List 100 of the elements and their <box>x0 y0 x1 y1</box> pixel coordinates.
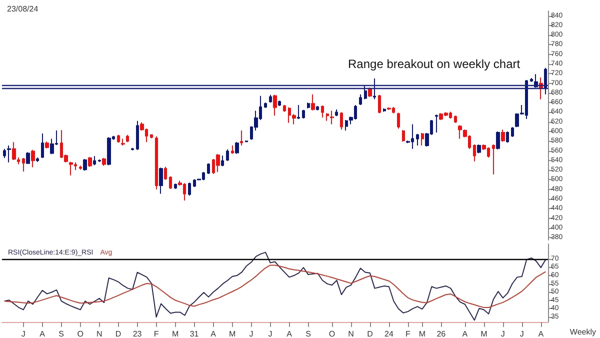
candlestick <box>136 120 139 150</box>
candlestick <box>41 132 44 159</box>
candlestick <box>416 133 419 146</box>
candlestick <box>174 183 177 190</box>
candlestick <box>544 67 547 95</box>
x-tick-label: A <box>286 330 293 338</box>
chart-title: 23/08/24 <box>7 4 39 14</box>
x-tick-label: F <box>154 330 159 338</box>
candlestick <box>402 130 405 142</box>
x-tick-label: J <box>21 330 26 338</box>
candlestick <box>530 78 533 82</box>
candlestick <box>17 157 20 165</box>
candlestick <box>3 148 6 159</box>
candlestick <box>397 112 400 130</box>
line-series <box>4 264 546 308</box>
candlestick <box>421 132 424 146</box>
candlestick <box>164 166 167 180</box>
x-tick-label: A <box>40 330 46 338</box>
candlestick <box>221 155 224 167</box>
candlestick <box>340 112 343 130</box>
candlestick <box>321 104 324 118</box>
candlestick <box>264 102 267 108</box>
x-tick-label: A <box>538 330 544 338</box>
candlestick <box>283 104 286 112</box>
candlestick <box>359 94 362 106</box>
candlestick <box>235 142 239 154</box>
candlestick <box>307 102 310 109</box>
candlestick <box>330 110 334 125</box>
candlestick <box>150 134 153 139</box>
candlestick <box>454 115 457 124</box>
candlestick <box>496 131 500 150</box>
candlestick <box>107 136 111 166</box>
candlestick <box>269 94 272 104</box>
candlestick <box>226 148 229 162</box>
candlestick <box>492 144 495 175</box>
x-tick-label: D <box>115 330 122 338</box>
candlestick <box>36 157 39 162</box>
x-tick-label: 26 <box>436 330 446 338</box>
candlestick <box>155 136 158 190</box>
x-tick-label: N <box>96 330 102 338</box>
candlestick <box>7 145 11 163</box>
x-tick-label: 24 <box>384 330 394 338</box>
candlestick <box>378 94 381 114</box>
x-tick-label: F <box>405 330 410 338</box>
candlestick <box>302 109 305 120</box>
x-tick-label: O <box>77 330 84 338</box>
candlestick <box>22 158 25 172</box>
candlestick <box>12 142 16 160</box>
candlestick <box>26 152 30 164</box>
candlestick <box>278 100 281 106</box>
candlestick <box>368 88 372 98</box>
candlestick <box>131 147 134 151</box>
candlestick <box>79 165 82 170</box>
candlestick <box>93 156 96 166</box>
candlestick <box>387 106 391 110</box>
candlestick <box>311 94 315 111</box>
candlestick <box>121 138 125 146</box>
text: Weekly <box>570 328 596 336</box>
candlestick <box>506 131 509 144</box>
candlestick <box>231 145 234 154</box>
candlestick <box>240 130 243 146</box>
annotation: Range breakout on weekly chart <box>348 57 521 71</box>
candlestick <box>501 129 505 142</box>
candlestick <box>83 158 87 172</box>
candlestick <box>98 158 101 162</box>
x-tick-label: D <box>367 330 374 338</box>
candlestick <box>216 154 220 173</box>
candlestick <box>188 182 191 196</box>
x-tick-label: O <box>328 330 336 338</box>
x-tick-label: M <box>480 330 488 338</box>
x-tick-label: M <box>418 330 426 338</box>
candlestick <box>273 94 277 116</box>
x-tick-label: N <box>348 330 354 338</box>
x-tick-label: J <box>520 330 524 338</box>
x-tick-label: M <box>228 330 236 338</box>
x-tick-label: 31 <box>190 330 200 338</box>
x-tick-label: M <box>172 330 179 338</box>
candlestick <box>458 124 462 140</box>
candlestick <box>335 108 338 117</box>
candlestick <box>117 134 120 144</box>
candlestick <box>511 126 514 138</box>
candlestick <box>473 144 476 162</box>
candlestick <box>316 105 319 111</box>
candlestick <box>126 134 129 143</box>
candlestick <box>373 78 376 100</box>
candlestick <box>383 108 386 112</box>
candlestick <box>88 156 92 168</box>
x-tick-label: J <box>500 330 505 338</box>
x-tick-label: S <box>306 330 311 338</box>
candlestick <box>45 141 49 149</box>
candlestick <box>345 119 348 132</box>
x-tick-label: A <box>462 330 468 338</box>
x-tick-label: J <box>268 330 272 338</box>
candlestick <box>31 149 35 168</box>
candlestick <box>102 158 106 166</box>
candlestick <box>326 112 329 122</box>
x-tick-label: J <box>249 330 254 338</box>
x-tick-label: 23 <box>132 330 142 338</box>
candlestick <box>169 176 172 190</box>
candlestick <box>207 162 210 174</box>
